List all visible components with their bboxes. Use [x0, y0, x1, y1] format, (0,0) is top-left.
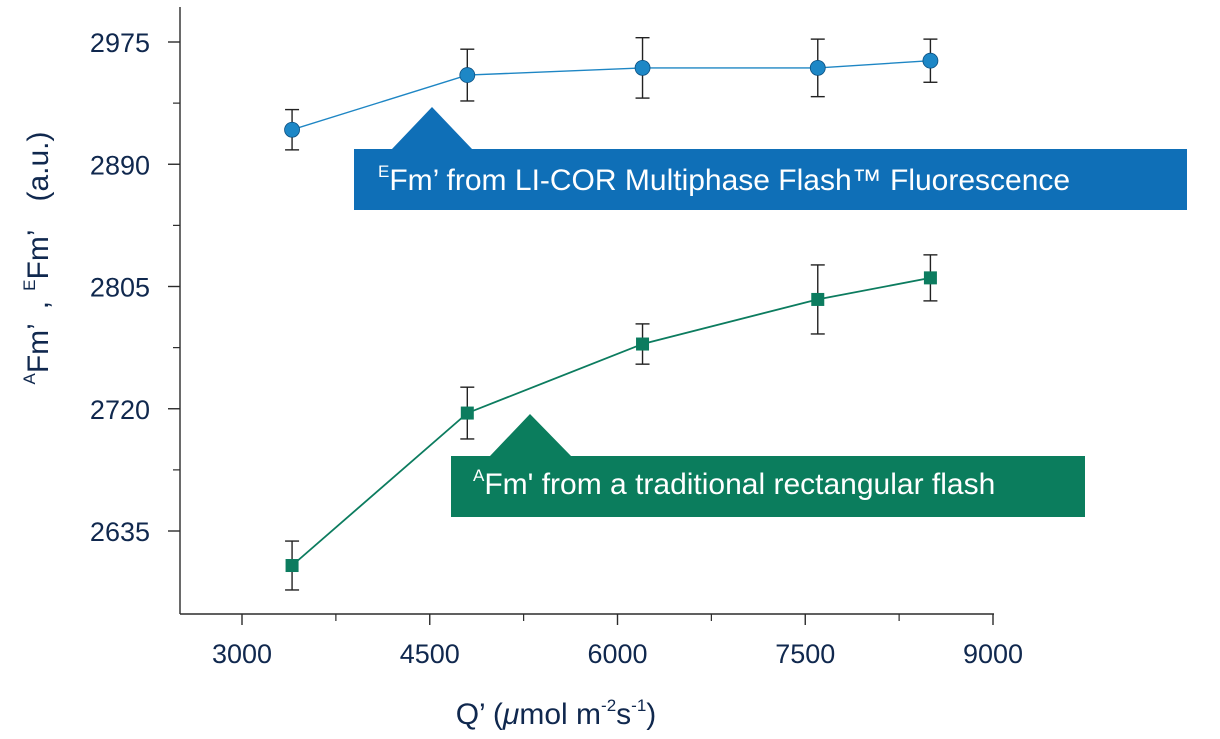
x-tick-label: 9000 — [963, 639, 1023, 669]
x-axis-title-exp2: -1 — [631, 696, 646, 715]
error-bars — [285, 36, 938, 591]
y-axis-title-sup-a: A — [20, 373, 39, 385]
callout-rectangular-flash: AFm' from a traditional rectangular flas… — [451, 414, 1085, 517]
y-tick-label: 2975 — [90, 28, 150, 58]
y-axis-title-fm-a: Fm’ — [22, 323, 55, 373]
series-1-point — [634, 59, 651, 76]
series-1-line — [291, 60, 931, 131]
x-axis-title-exp1: -2 — [601, 696, 616, 715]
x-axis-title-mol: mol m — [519, 698, 601, 731]
callout-rectangular-flash-text: Fm' from a traditional rectangular flash — [484, 468, 995, 501]
callout-rectangular-flash-box — [451, 414, 1085, 517]
y-tick-label: 2805 — [90, 273, 150, 303]
x-axis-title-main: Q’ ( — [456, 698, 503, 731]
series-2-point — [636, 337, 650, 351]
callout-multiphase-flash: EFm’ from LI-COR Multiphase Flash™ Fluor… — [354, 107, 1187, 210]
x-axis-title-close: ) — [646, 698, 656, 731]
series-2-point — [923, 271, 937, 285]
y-axis-title-sup-e: E — [20, 280, 39, 291]
series-1-point — [922, 52, 939, 69]
x-ticks: 3000 4500 6000 7500 9000 — [212, 614, 1023, 669]
x-axis-title: Q’ (μmol m-2s-1) — [456, 696, 657, 731]
y-tick-label: 2890 — [90, 150, 150, 180]
y-axis-title: AFm’,EFm’(a.u.) — [20, 131, 55, 384]
x-tick-label: 6000 — [587, 639, 647, 669]
x-axis-title-s: s — [616, 698, 631, 731]
x-tick-label: 4500 — [400, 639, 460, 669]
markers — [284, 52, 939, 573]
callout-rectangular-flash-label: AFm' from a traditional rectangular flas… — [473, 466, 995, 501]
y-tick-label: 2720 — [90, 395, 150, 425]
y-ticks: 2635 2720 2805 2890 2975 — [90, 28, 180, 547]
callout-multiphase-flash-label: EFm’ from LI-COR Multiphase Flash™ Fluor… — [378, 162, 1070, 197]
callout-rectangular-flash-prefix: A — [473, 466, 485, 485]
axes — [179, 7, 994, 615]
callout-multiphase-flash-prefix: E — [378, 162, 389, 181]
series-2-line — [291, 277, 931, 567]
x-tick-label: 7500 — [775, 639, 835, 669]
series-2-point — [460, 406, 474, 420]
callout-multiphase-flash-text: Fm’ from LI-COR Multiphase Flash™ Fluore… — [389, 164, 1070, 197]
y-tick-label: 2635 — [90, 517, 150, 547]
y-axis-title-units: (a.u.) — [22, 131, 55, 201]
y-axis-title-comma: , — [22, 301, 55, 309]
series-2-point — [811, 292, 825, 306]
callout-multiphase-flash-box — [354, 107, 1187, 210]
x-axis-title-mu: μ — [502, 698, 519, 731]
x-tick-label: 3000 — [212, 639, 272, 669]
series-1-point — [809, 59, 826, 76]
series-2-point — [285, 559, 299, 573]
y-axis-title-fm-e: Fm’ — [22, 230, 55, 280]
series-1-point — [459, 67, 476, 83]
series-1-point — [284, 121, 300, 138]
